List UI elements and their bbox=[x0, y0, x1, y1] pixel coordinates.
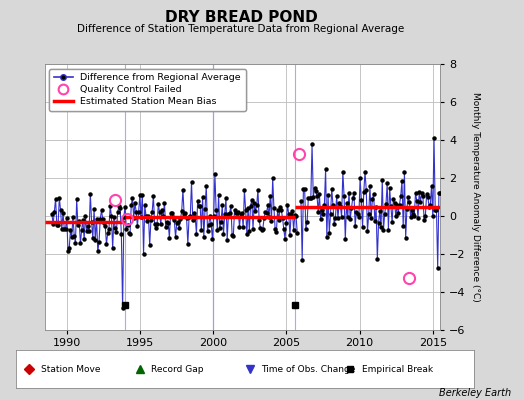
Y-axis label: Monthly Temperature Anomaly Difference (°C): Monthly Temperature Anomaly Difference (… bbox=[471, 92, 479, 302]
Text: Berkeley Earth: Berkeley Earth bbox=[439, 388, 511, 398]
Text: DRY BREAD POND: DRY BREAD POND bbox=[165, 10, 318, 25]
Text: Difference of Station Temperature Data from Regional Average: Difference of Station Temperature Data f… bbox=[78, 24, 405, 34]
Text: Time of Obs. Change: Time of Obs. Change bbox=[261, 364, 355, 374]
Text: Empirical Break: Empirical Break bbox=[362, 364, 433, 374]
Legend: Difference from Regional Average, Quality Control Failed, Estimated Station Mean: Difference from Regional Average, Qualit… bbox=[49, 69, 246, 111]
Text: Station Move: Station Move bbox=[41, 364, 101, 374]
Text: Record Gap: Record Gap bbox=[151, 364, 203, 374]
